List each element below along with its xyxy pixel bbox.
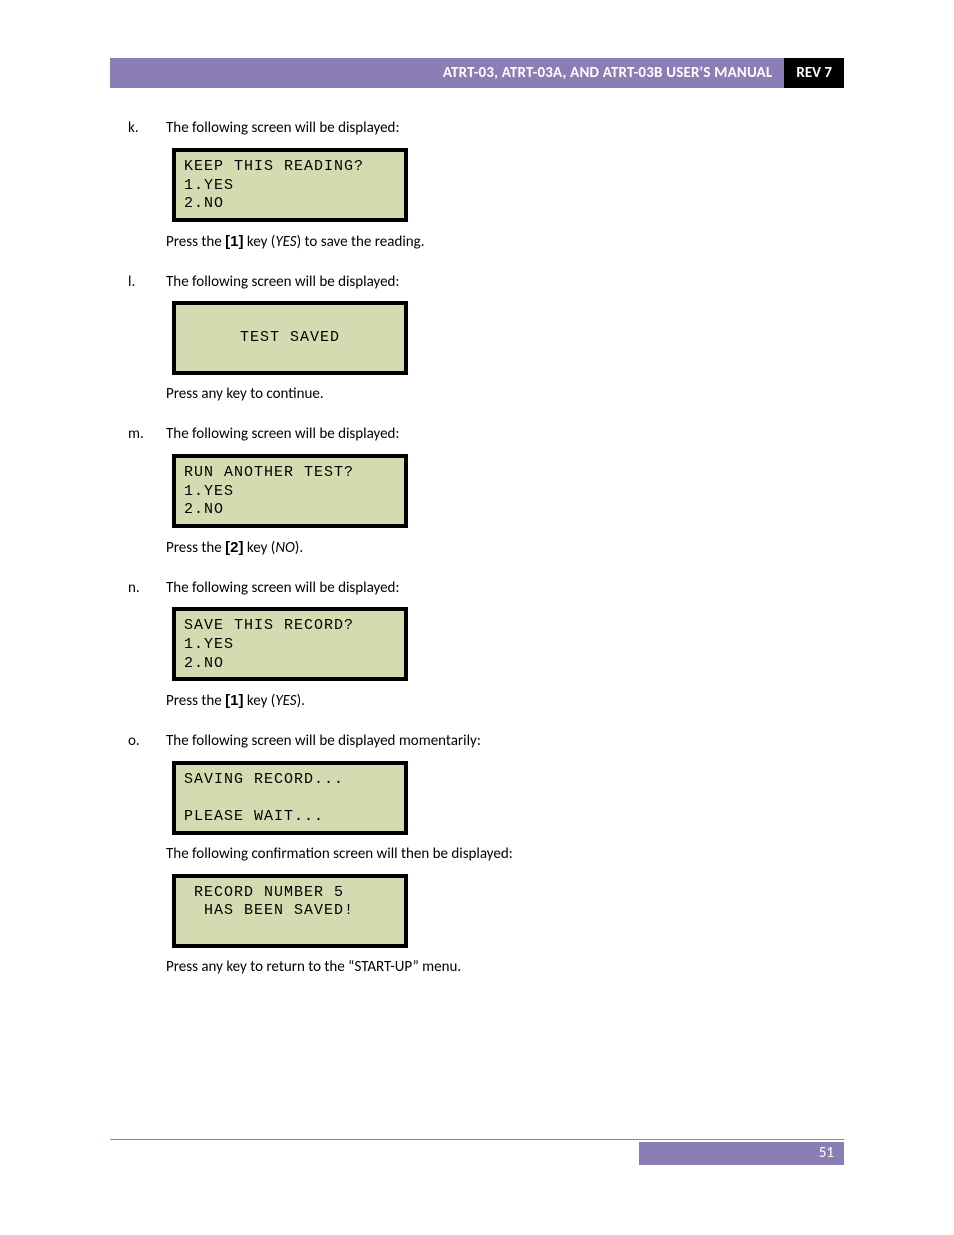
step-n: n. The following screen will be displaye…	[128, 578, 844, 722]
step-intro: The following screen will be displayed m…	[166, 731, 844, 753]
text: key (	[243, 539, 275, 557]
step-l: l. The following screen will be displaye…	[128, 272, 844, 415]
keycap: [1]	[225, 233, 243, 250]
text: key (	[243, 233, 275, 251]
lcd-screen: SAVE THIS RECORD? 1.YES 2.NO	[172, 607, 408, 681]
footer-bar: 51	[110, 1142, 844, 1165]
text: key (	[243, 692, 275, 710]
step-body: The following screen will be displayed m…	[166, 731, 844, 986]
lcd-screen: RUN ANOTHER TEST? 1.YES 2.NO	[172, 454, 408, 528]
step-after: Press the [1] key (YES).	[166, 690, 844, 713]
page-number: 51	[639, 1142, 844, 1165]
header-title: ATRT-03, ATRT-03A, AND ATRT-03B USER'S M…	[110, 58, 784, 88]
key-label: YES	[275, 233, 296, 251]
text: ).	[295, 539, 303, 557]
footer-rule	[110, 1139, 844, 1140]
text: Press the	[166, 233, 225, 251]
step-mid: The following confirmation screen will t…	[166, 844, 844, 866]
step-body: The following screen will be displayed: …	[166, 118, 844, 262]
lcd-screen: KEEP THIS READING? 1.YES 2.NO	[172, 148, 408, 222]
step-letter: k.	[128, 118, 166, 262]
step-intro: The following screen will be displayed:	[166, 424, 844, 446]
key-label: YES	[275, 692, 296, 710]
step-letter: o.	[128, 731, 166, 986]
step-body: The following screen will be displayed: …	[166, 424, 844, 568]
step-after: Press the [2] key (NO).	[166, 537, 844, 560]
step-k: k. The following screen will be displaye…	[128, 118, 844, 262]
text: ) to save the reading.	[297, 233, 425, 251]
step-intro: The following screen will be displayed:	[166, 118, 844, 140]
text: ).	[297, 692, 305, 710]
step-after: Press any key to return to the “START-UP…	[166, 957, 844, 979]
lcd-screen: TEST SAVED	[172, 301, 408, 375]
text: Press the	[166, 692, 225, 710]
step-after: Press any key to continue.	[166, 384, 844, 406]
step-letter: m.	[128, 424, 166, 568]
text: Press the	[166, 539, 225, 557]
page: ATRT-03, ATRT-03A, AND ATRT-03B USER'S M…	[0, 0, 954, 1235]
step-letter: n.	[128, 578, 166, 722]
lcd-screen: SAVING RECORD... PLEASE WAIT...	[172, 761, 408, 835]
step-o: o. The following screen will be displaye…	[128, 731, 844, 986]
step-intro: The following screen will be displayed:	[166, 578, 844, 600]
keycap: [1]	[225, 692, 243, 709]
keycap: [2]	[225, 539, 243, 556]
lcd-screen: RECORD NUMBER 5 HAS BEEN SAVED!	[172, 874, 408, 948]
footer: 51	[110, 1139, 844, 1165]
step-m: m. The following screen will be displaye…	[128, 424, 844, 568]
header-bar: ATRT-03, ATRT-03A, AND ATRT-03B USER'S M…	[110, 58, 844, 88]
key-label: NO	[275, 539, 294, 557]
header-rev: REV 7	[784, 58, 844, 88]
step-letter: l.	[128, 272, 166, 415]
step-body: The following screen will be displayed: …	[166, 272, 844, 415]
content: k. The following screen will be displaye…	[110, 118, 844, 986]
step-after: Press the [1] key (YES) to save the read…	[166, 231, 844, 254]
step-intro: The following screen will be displayed:	[166, 272, 844, 294]
step-body: The following screen will be displayed: …	[166, 578, 844, 722]
